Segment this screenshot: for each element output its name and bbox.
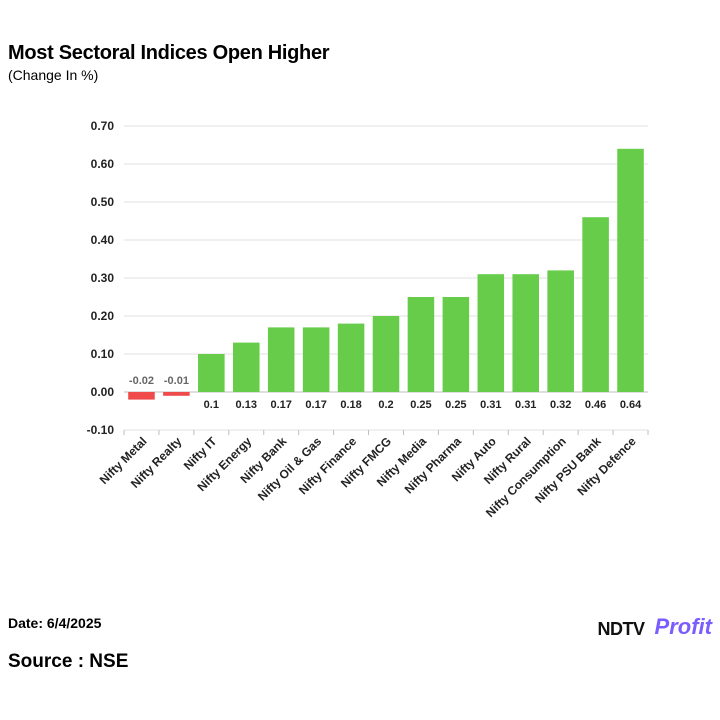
data-label: 0.25 — [445, 399, 466, 411]
y-tick-label: 0.20 — [91, 309, 115, 323]
data-label: 0.64 — [620, 399, 642, 411]
ndtv-profit-logo: NDTV Profit — [598, 614, 712, 640]
bar — [337, 323, 365, 392]
data-label: 0.18 — [340, 399, 361, 411]
data-label: 0.31 — [480, 399, 501, 411]
y-tick-label: 0.60 — [91, 157, 115, 171]
data-label: 0.46 — [585, 399, 606, 411]
y-tick-label: 0.70 — [91, 119, 115, 133]
data-label: 0.31 — [515, 399, 536, 411]
bar — [582, 217, 609, 392]
bar — [267, 327, 295, 392]
chart-subtitle: (Change In %) — [8, 67, 99, 83]
bar — [128, 392, 155, 400]
profit-logo-text: Profit — [654, 614, 712, 639]
bar — [442, 297, 470, 392]
bar — [547, 270, 574, 392]
y-tick-label: 0.40 — [91, 233, 115, 247]
bar — [617, 148, 644, 392]
bar — [372, 316, 400, 392]
bar — [302, 327, 330, 392]
bar — [198, 354, 225, 392]
chart-title: Most Sectoral Indices Open Higher — [8, 42, 330, 64]
y-tick-label: 0.50 — [91, 195, 115, 209]
ndtv-logo-text: NDTV — [597, 619, 646, 639]
data-label: 0.1 — [204, 399, 219, 411]
data-label: 0.13 — [236, 399, 257, 411]
date-label: Date: 6/4/2025 — [8, 615, 102, 631]
data-label: 0.17 — [270, 399, 291, 411]
bar — [477, 274, 505, 392]
data-label: 0.25 — [410, 399, 431, 411]
y-tick-label: 0.00 — [91, 385, 115, 399]
bar — [407, 297, 435, 392]
bar — [163, 392, 190, 396]
bar — [512, 274, 540, 392]
bar — [232, 342, 260, 392]
data-label: 0.17 — [305, 399, 326, 411]
data-label: 0.32 — [550, 399, 571, 411]
data-label: 0.2 — [378, 399, 393, 411]
data-label: -0.02 — [129, 375, 154, 387]
source-label: Source : NSE — [8, 651, 129, 672]
y-tick-label: -0.10 — [87, 423, 115, 437]
y-tick-label: 0.10 — [91, 347, 115, 361]
bar-chart: 0.70 0.60 0.50 0.40 0.30 0.20 0.10 0.00 -0.10 -0… — [87, 119, 649, 520]
data-label: -0.01 — [164, 375, 189, 387]
y-tick-label: 0.30 — [91, 271, 115, 285]
